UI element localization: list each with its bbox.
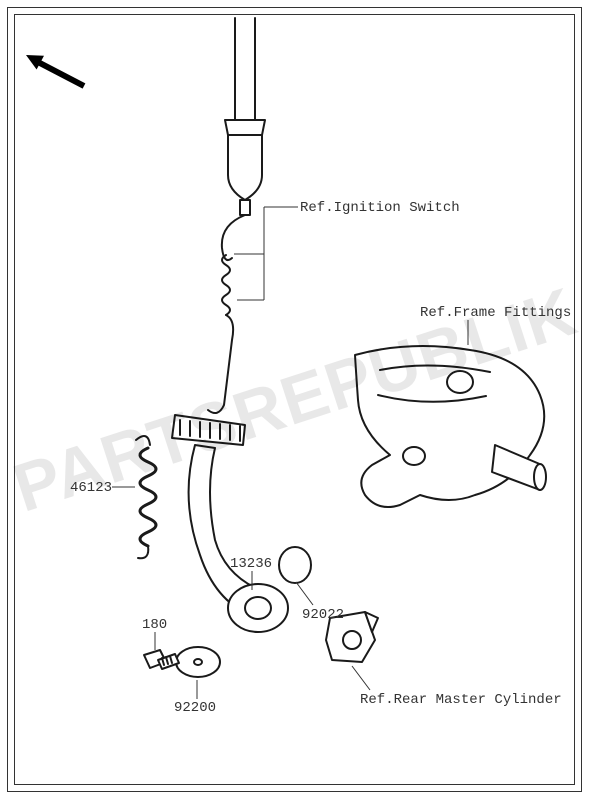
inner-frame <box>14 14 575 785</box>
label-ref-frame-fittings: Ref.Frame Fittings <box>420 305 571 321</box>
label-46123: 46123 <box>70 480 112 496</box>
label-ref-rear-master-cylinder: Ref.Rear Master Cylinder <box>360 692 562 708</box>
label-13236: 13236 <box>230 556 272 572</box>
label-92200: 92200 <box>174 700 216 716</box>
label-ref-ignition-switch: Ref.Ignition Switch <box>300 200 460 216</box>
label-180: 180 <box>142 617 167 633</box>
label-92022: 92022 <box>302 607 344 623</box>
